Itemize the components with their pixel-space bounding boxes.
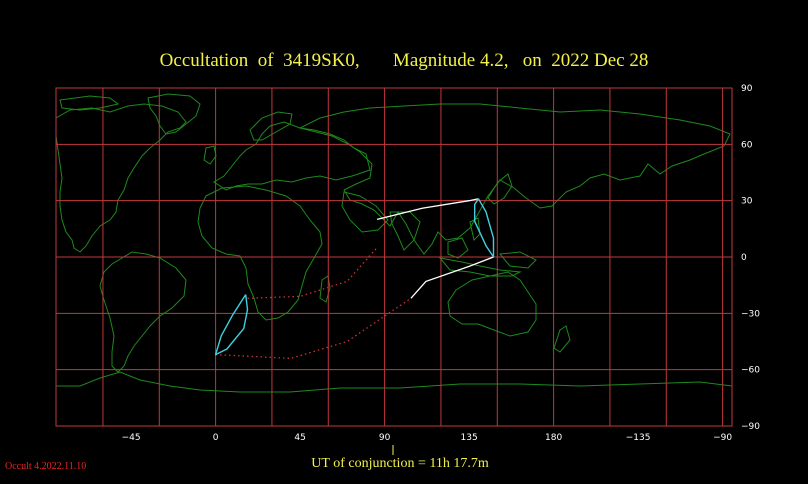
coast-north-america [55, 103, 187, 253]
coast-asia [298, 103, 731, 255]
coast-antarctica [56, 371, 733, 393]
y-tick-label: 30 [741, 197, 753, 207]
coast-borneo [447, 237, 469, 259]
graticule [55, 87, 733, 427]
coast-europe [213, 121, 371, 191]
y-tick-label: −90 [741, 422, 760, 432]
x-tick-label: 45 [294, 433, 305, 443]
x-tick-label: −90 [713, 433, 732, 443]
rise-set-limit-curve [474, 198, 495, 258]
coast-greenland [147, 93, 201, 135]
coast-africa [197, 185, 323, 321]
coast-japan [487, 173, 513, 205]
south-limit-day-path [410, 256, 494, 299]
y-tick-label: 90 [741, 84, 753, 94]
map-title: Occultation of 3419SK0, Magnitude 4.2, o… [159, 50, 649, 71]
north-limit-night-path [247, 247, 378, 299]
y-tick-label: 60 [741, 140, 753, 150]
y-tick-label: −30 [741, 309, 760, 319]
coast-british-isles [203, 145, 217, 165]
y-tick-label: −60 [741, 366, 760, 376]
axis-tick-labels: −45 0 45 90 135 180 −135 −90 90 60 30 0 −30 −60 −90 [122, 84, 761, 443]
x-tick-label: 90 [379, 433, 391, 443]
software-version: Occult 4.2022.11.10 [5, 461, 87, 472]
coast-australia [447, 271, 537, 337]
occultation-paths [214, 198, 495, 360]
x-tick-label: −45 [122, 433, 141, 443]
coastlines [55, 93, 733, 393]
rise-set-limit-curve [214, 294, 249, 356]
coast-new-zealand [553, 325, 571, 353]
coast-new-guinea [499, 251, 537, 269]
coast-scandinavia [249, 111, 293, 141]
south-limit-night-path [215, 297, 412, 360]
x-tick-label: 180 [545, 433, 562, 443]
coast-indonesia [438, 257, 522, 277]
north-limit-day-path [376, 198, 479, 221]
x-tick-label: 135 [461, 433, 478, 443]
coast-arctic-islands [59, 95, 120, 111]
coast-arabia [341, 191, 389, 233]
x-tick-label: 0 [213, 433, 219, 443]
x-tick-label: −135 [626, 433, 651, 443]
conjunction-time: UT of conjunction = 11h 17.7m [311, 456, 489, 471]
y-tick-label: 0 [741, 253, 747, 263]
coast-india [389, 211, 421, 251]
coast-south-america [99, 251, 187, 373]
